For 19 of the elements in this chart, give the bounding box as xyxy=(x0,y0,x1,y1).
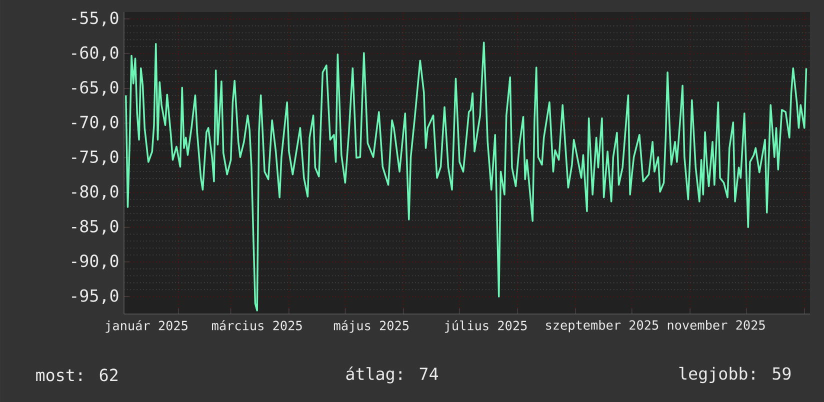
x-tick-label: november 2025 xyxy=(668,320,765,330)
y-tick-label: -70,0 xyxy=(72,116,118,130)
x-tick-label: január 2025 xyxy=(106,320,188,333)
y-tick-label: -80,0 xyxy=(72,185,118,200)
x-tick-label: július 2025 xyxy=(444,320,527,333)
text: legjobb: 59 xyxy=(679,366,791,384)
text: átlag: 74 xyxy=(346,366,438,384)
text: most: 62 xyxy=(36,368,118,382)
y-tick-label: -90,0 xyxy=(72,254,118,270)
y-tick-label: -75,0 xyxy=(72,150,118,166)
x-tick-label: március 2025 xyxy=(212,320,302,330)
y-tick-label: -85,0 xyxy=(72,220,118,235)
y-tick-label: -55,0 xyxy=(72,12,118,26)
y-tick-label: -95,0 xyxy=(72,289,118,304)
line-series xyxy=(125,42,808,312)
y-tick-label: -65,0 xyxy=(72,80,118,96)
x-tick-label: május 2025 xyxy=(334,320,409,333)
x-tick-label: szeptember 2025 xyxy=(546,320,658,332)
y-tick-label: -60,0 xyxy=(72,46,118,62)
